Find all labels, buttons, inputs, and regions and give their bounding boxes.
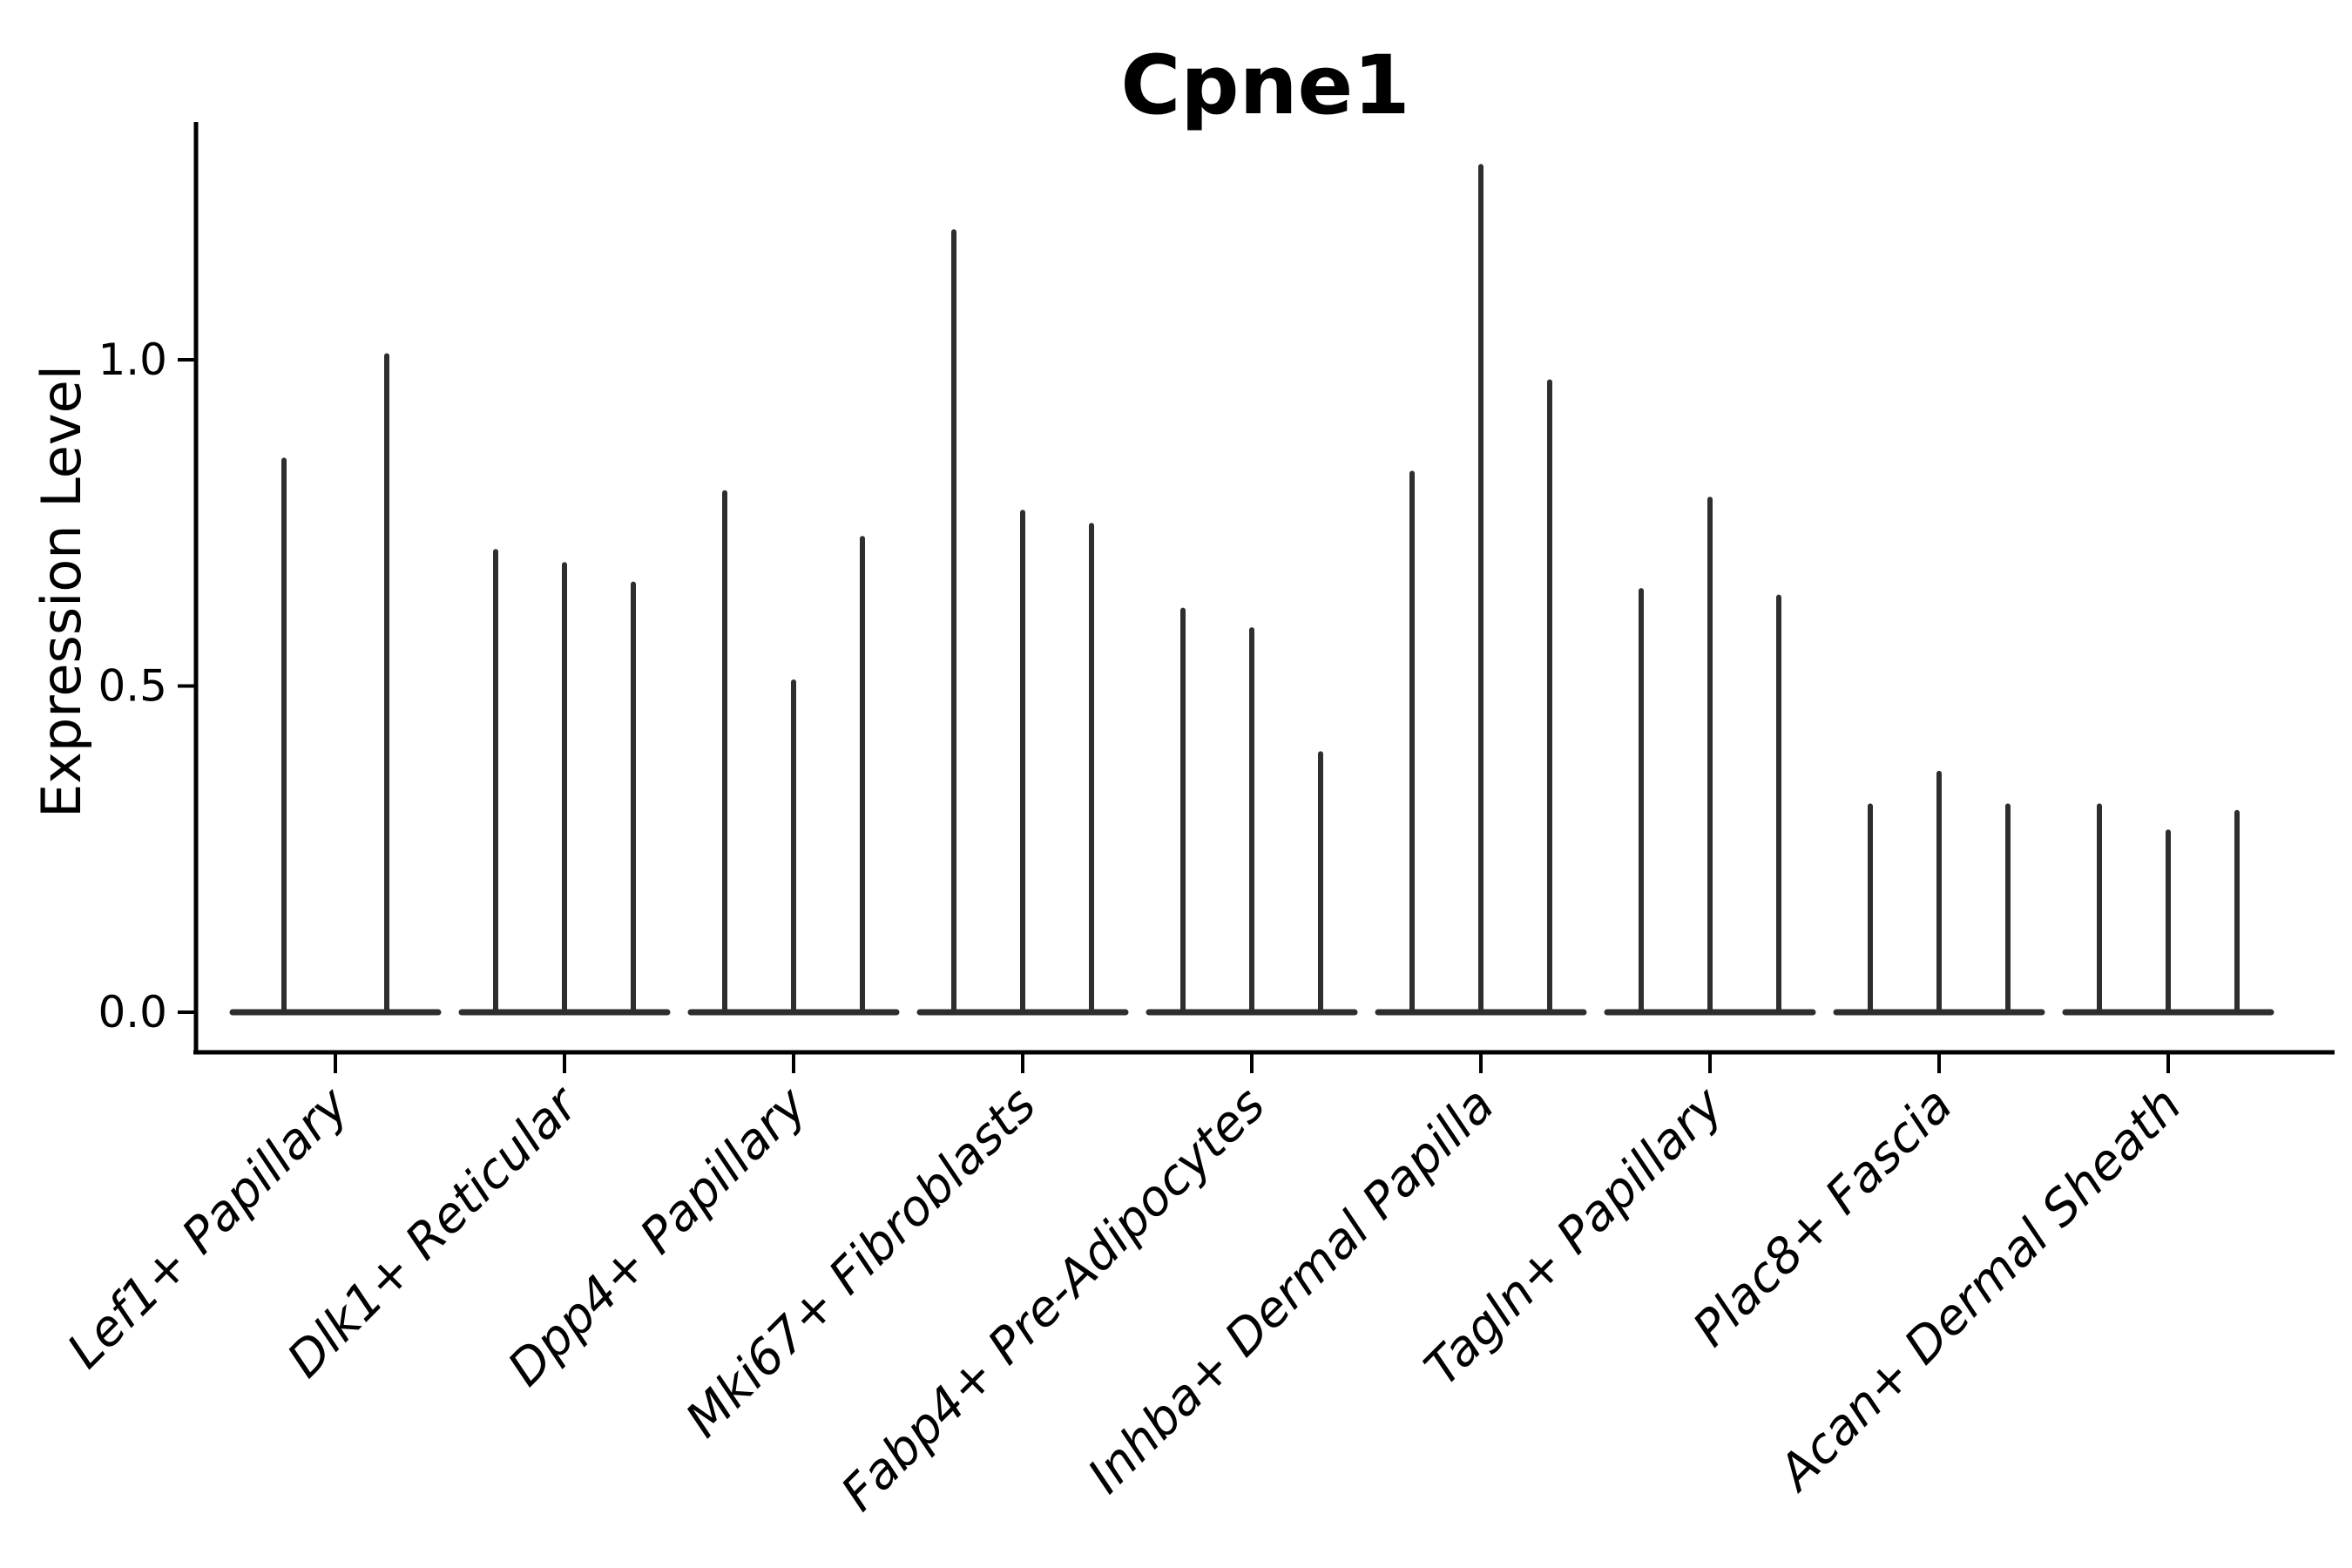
y-tick-label: 0.0 xyxy=(98,987,167,1037)
x-tick-label: Acan+ Dermal Sheath xyxy=(1767,1077,2193,1503)
y-tick-label: 0.5 xyxy=(98,661,167,712)
y-tick-label: 1.0 xyxy=(98,335,167,385)
y-axis-title: Expression Level xyxy=(30,365,93,818)
x-tick-label: Fabp4+ Pre-Adipocytes xyxy=(831,1077,1276,1522)
x-tick-label: Inhba+ Dermal Papilla xyxy=(1078,1077,1505,1504)
chart-title: Cpne1 xyxy=(1120,38,1410,133)
